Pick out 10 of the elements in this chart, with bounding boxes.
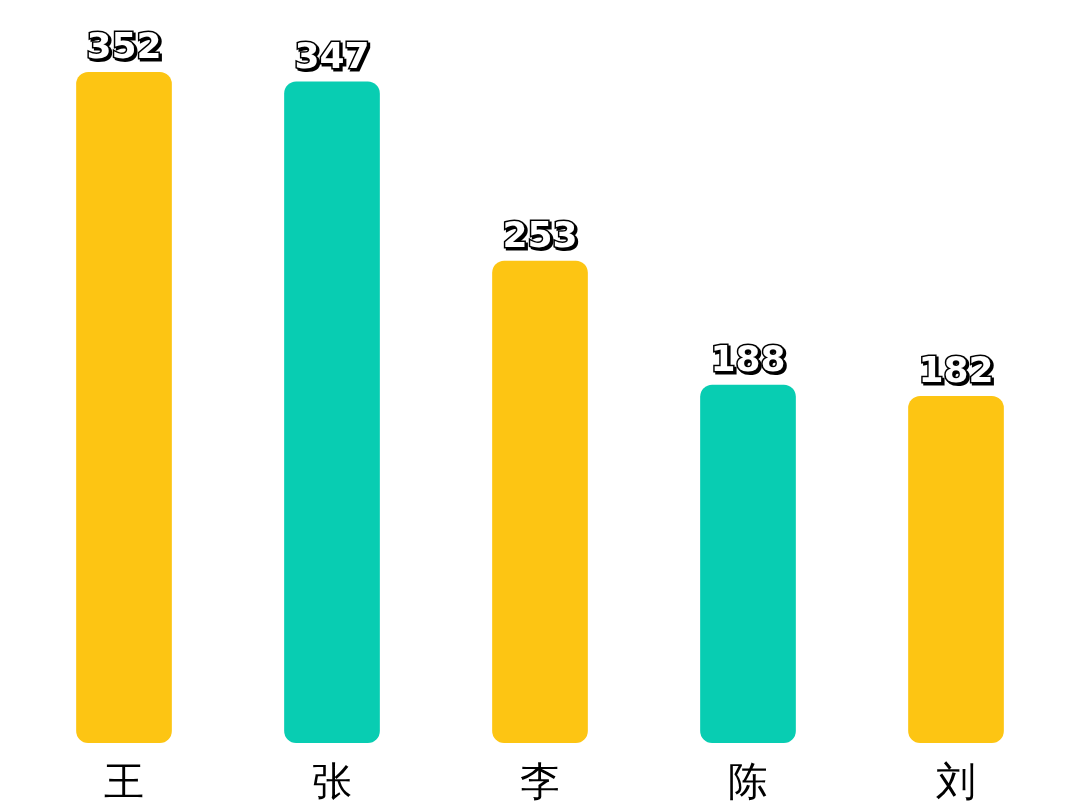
data-label: 347 (294, 34, 370, 76)
x-tick-label: 刘 (936, 758, 976, 804)
data-label: 182 (918, 349, 994, 391)
data-label: 188 (710, 337, 786, 379)
x-tick-label: 王 (104, 758, 144, 804)
data-label: 253 (502, 213, 578, 255)
data-label: 352 (86, 25, 162, 66)
x-tick-label: 张 (312, 758, 352, 804)
x-tick-label: 李 (520, 758, 560, 804)
x-tick-label: 陈 (728, 758, 768, 804)
